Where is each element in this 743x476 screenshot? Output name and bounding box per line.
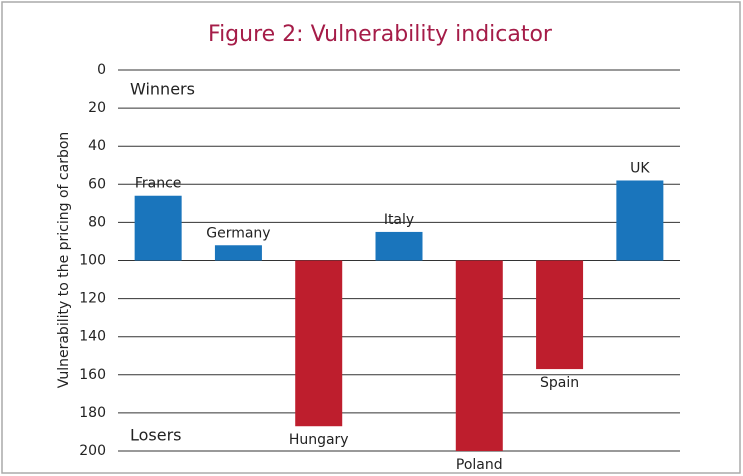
bar [616, 180, 664, 261]
category-label: Hungary [289, 432, 349, 448]
category-label: Spain [540, 375, 579, 391]
y-tick-label: 180 [79, 405, 106, 421]
y-tick-label: 160 [79, 367, 106, 383]
y-tick-label: 140 [79, 329, 106, 345]
category-label: Germany [206, 225, 270, 241]
bar [214, 245, 262, 261]
category-label: France [135, 176, 182, 192]
chart-title: Figure 2: Vulnerability indicator [208, 22, 553, 47]
y-tick-label: 80 [88, 214, 106, 230]
annotation: Winners [130, 80, 195, 99]
y-tick-label: 40 [88, 138, 106, 154]
bar [375, 231, 423, 261]
y-axis-label: Vulnerability to the pricing of carbon [56, 132, 72, 389]
y-tick-label: 0 [97, 62, 106, 78]
y-tick-label: 60 [88, 176, 106, 192]
y-tick-label: 100 [79, 253, 106, 269]
y-tick-label: 20 [88, 100, 106, 116]
bar [134, 195, 182, 261]
annotation: Losers [130, 426, 182, 445]
y-tick-label: 120 [79, 291, 106, 307]
bar [536, 260, 584, 370]
category-label: Poland [456, 457, 503, 473]
y-tick-label: 200 [79, 443, 106, 459]
category-label: UK [630, 160, 650, 176]
bar [295, 260, 343, 427]
bar [455, 260, 503, 451]
category-label: Italy [384, 212, 414, 228]
